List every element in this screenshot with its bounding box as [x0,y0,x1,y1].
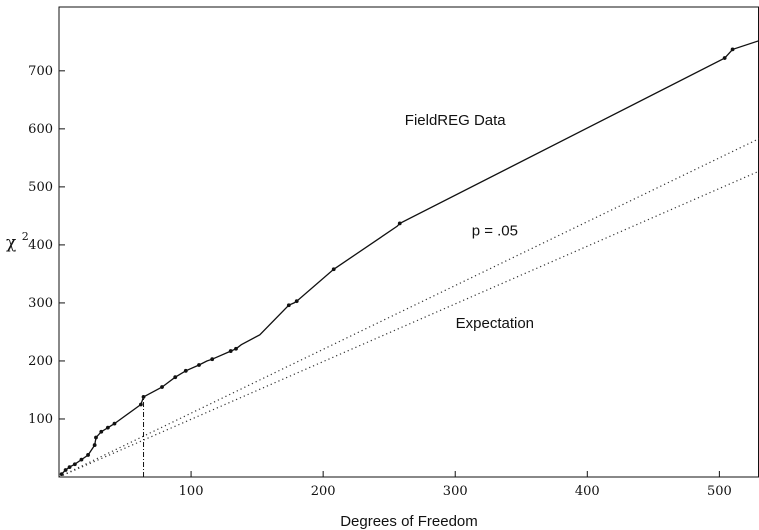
data-point [730,47,735,52]
data-point [397,221,402,226]
axes-frame [58,6,759,478]
y-tick-label: 500 [28,180,53,195]
annotation-layer: FieldREG Data p = .05 Expectation [405,112,534,332]
y-axis-title-superscript: 2 [22,230,29,243]
y-tick-label: 600 [28,122,53,137]
data-point [210,357,215,362]
annotation-label: p = .05 [472,222,518,239]
data-point [79,457,84,462]
series-layer [58,40,759,478]
x-axis-title: Degrees of Freedom [340,513,478,530]
y-axis: 100 200 300 400 500 600 700 [28,64,65,427]
data-point [67,465,72,470]
y-tick-label: 300 [28,296,53,311]
y-axis-title-chi: χ [6,233,16,253]
y-tick-label: 200 [28,354,53,369]
data-point [294,299,299,304]
x-tick-label: 400 [575,484,600,499]
series-line-p-05 [58,138,759,478]
y-tick-label: 700 [28,64,53,79]
data-point [92,443,97,447]
series-line-fieldreg-data [61,40,759,475]
data-point [94,435,98,440]
data-point [286,303,291,308]
data-point [173,375,178,380]
y-tick-label: 100 [28,412,53,427]
data-point [228,349,233,353]
plot-area: 100 200 300 400 500 600 700 100 200 300 400 500 Fi… [28,6,759,499]
x-tick-label: 500 [707,484,732,499]
data-point [722,56,727,60]
y-tick-label: 400 [28,238,53,253]
data-point [234,346,238,351]
data-point [183,368,188,373]
data-point [331,267,336,272]
data-point [197,363,201,367]
y-axis-title: χ 2 [6,230,29,253]
data-point [86,453,90,457]
data-point [72,462,77,467]
data-point [160,385,164,389]
series-line-expectation [58,170,759,478]
annotation-label: Expectation [456,315,534,332]
x-tick-label: 100 [179,484,204,499]
data-point [59,472,64,476]
data-point [99,429,104,434]
data-point [105,425,110,430]
annotation-label: FieldREG Data [405,112,507,129]
data-point [63,468,68,472]
data-point [138,402,143,407]
x-tick-label: 200 [311,484,336,499]
data-point [112,421,117,426]
x-axis: 100 200 300 400 500 [179,471,732,499]
x-tick-label: 300 [443,484,468,499]
